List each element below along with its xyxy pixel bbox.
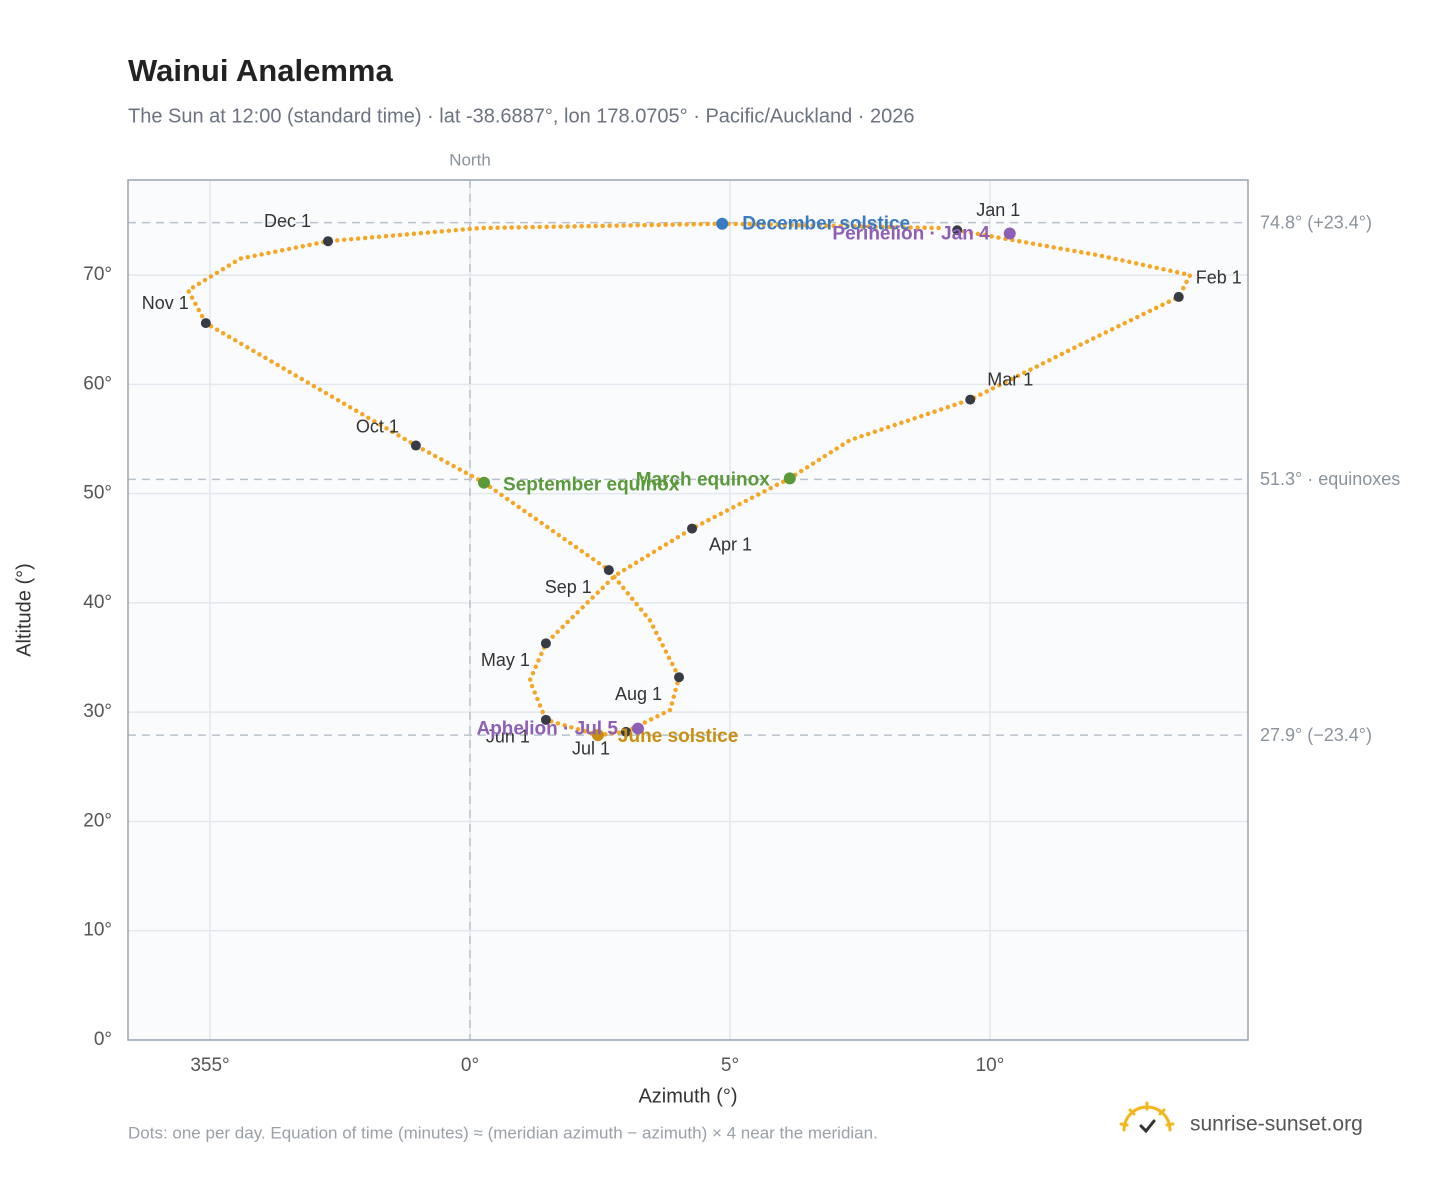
event-label: Perihelion · Jan 4 <box>832 224 990 245</box>
reference-label: 74.8° (+23.4°) <box>1260 212 1372 232</box>
y-tick-label: 30° <box>83 701 112 722</box>
event-marker <box>716 217 729 230</box>
event-label: Aphelion · Jul 5 <box>476 719 618 740</box>
month-label: Feb 1 <box>1196 268 1242 288</box>
month-marker <box>620 726 631 737</box>
month-marker <box>200 318 211 329</box>
y-tick-label: 20° <box>83 810 112 831</box>
month-label: Jan 1 <box>976 200 1020 220</box>
x-axis-label: Azimuth (°) <box>638 1085 737 1107</box>
y-tick-label: 0° <box>94 1029 112 1050</box>
event-marker <box>631 722 644 735</box>
month-marker <box>687 523 698 534</box>
month-label: Aug 1 <box>615 684 662 704</box>
month-marker <box>952 225 963 236</box>
month-marker <box>410 440 421 451</box>
month-marker <box>540 638 551 649</box>
event-label: March equinox <box>636 469 771 490</box>
month-label: Oct 1 <box>356 416 399 436</box>
x-tick-label: 355° <box>190 1055 229 1076</box>
chart-subtitle: The Sun at 12:00 (standard time) · lat -… <box>128 105 914 127</box>
y-tick-label: 40° <box>83 592 112 613</box>
event-label: September equinox <box>503 475 680 496</box>
month-label: Nov 1 <box>142 293 189 313</box>
chart-title: Wainui Analemma <box>128 53 393 88</box>
reference-label: 27.9° (−23.4°) <box>1260 725 1372 745</box>
month-marker <box>965 394 976 405</box>
brand-name: sunrise-sunset.org <box>1190 1113 1363 1136</box>
plot-frame <box>127 179 1249 1041</box>
month-marker <box>540 714 551 725</box>
month-marker <box>603 565 614 576</box>
event-marker <box>478 476 491 489</box>
month-label: Jun 1 <box>486 727 530 747</box>
y-tick-label: 10° <box>83 920 112 941</box>
x-tick-label: 10° <box>976 1055 1005 1076</box>
y-tick-label: 60° <box>83 373 112 394</box>
month-label: Mar 1 <box>987 369 1033 389</box>
y-tick-label: 70° <box>83 264 112 285</box>
month-marker <box>323 236 334 247</box>
y-axis-label: Altitude (°) <box>13 563 35 657</box>
event-label: December solstice <box>742 214 910 235</box>
event-marker <box>783 472 796 485</box>
event-marker <box>1003 227 1016 240</box>
reference-label: 51.3° · equinoxes <box>1260 469 1400 489</box>
month-label: Apr 1 <box>709 534 752 554</box>
footnote: Dots: one per day. Equation of time (min… <box>128 1123 878 1142</box>
y-tick-label: 50° <box>83 483 112 504</box>
month-marker <box>674 672 685 683</box>
x-tick-label: 5° <box>721 1055 739 1076</box>
north-label: North <box>449 150 491 169</box>
month-label: Sep 1 <box>545 577 592 597</box>
brand-logo <box>1119 1101 1175 1134</box>
event-label: June solstice <box>618 726 738 747</box>
x-tick-label: 0° <box>461 1055 479 1076</box>
plot-area <box>128 180 1248 1040</box>
month-label: Dec 1 <box>264 211 311 231</box>
event-marker <box>591 729 604 742</box>
month-marker <box>1173 291 1184 302</box>
month-label: Jul 1 <box>572 739 610 759</box>
month-label: May 1 <box>481 650 530 670</box>
